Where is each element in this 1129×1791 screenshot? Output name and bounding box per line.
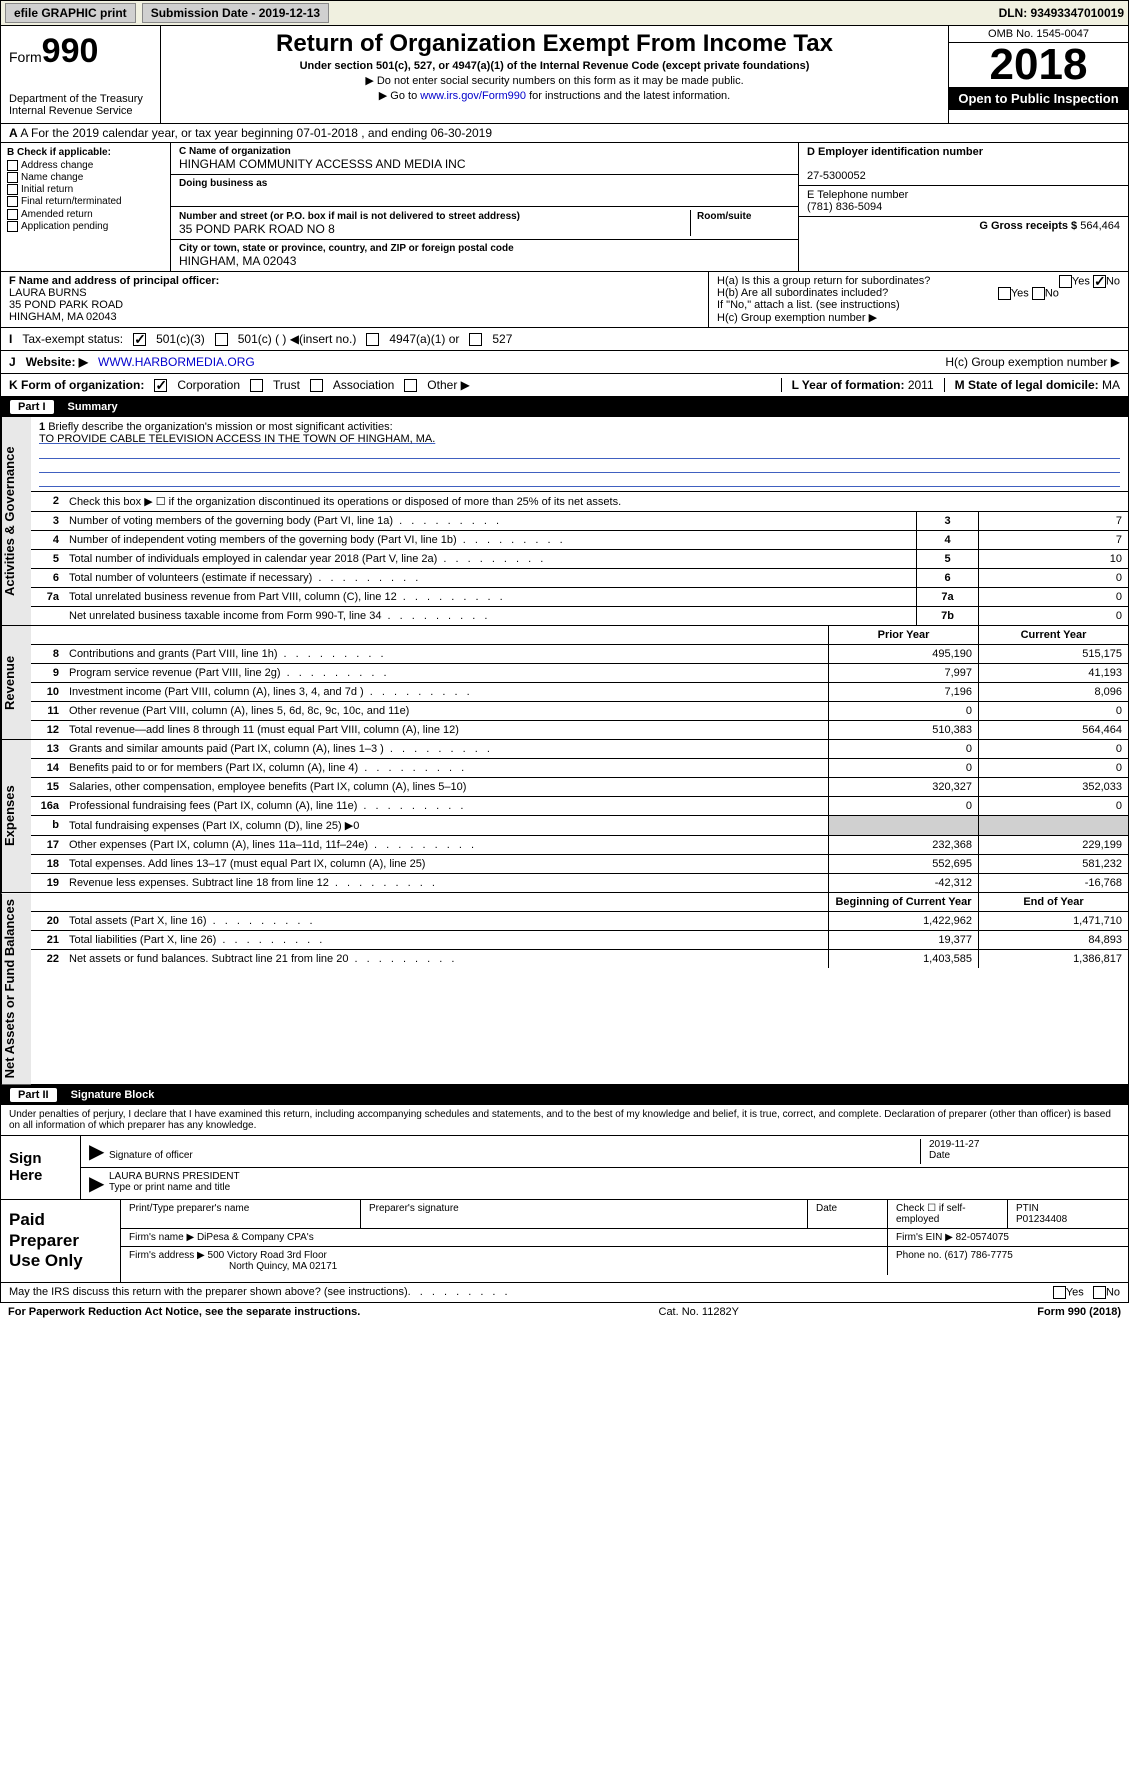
summary-governance: Activities & Governance 1 Briefly descri… (0, 417, 1129, 626)
chk-name[interactable]: Name change (7, 172, 164, 183)
summary-net: Net Assets or Fund Balances Beginning of… (0, 893, 1129, 1085)
mission-text: TO PROVIDE CABLE TELEVISION ACCESS IN TH… (39, 433, 435, 445)
chk-amended[interactable]: Amended return (7, 209, 164, 220)
row-a: A A For the 2019 calendar year, or tax y… (0, 124, 1129, 143)
chk-pending[interactable]: Application pending (7, 221, 164, 232)
chk-initial[interactable]: Initial return (7, 184, 164, 195)
org-city: HINGHAM, MA 02043 (179, 254, 790, 268)
submission-button[interactable]: Submission Date - 2019-12-13 (142, 3, 329, 23)
footer: For Paperwork Reduction Act Notice, see … (0, 1303, 1129, 1321)
paid-preparer: Paid Preparer Use Only Print/Type prepar… (0, 1200, 1129, 1282)
chk-501c3[interactable] (133, 333, 146, 346)
tax-year: 2018 (949, 43, 1128, 87)
chk-address[interactable]: Address change (7, 160, 164, 171)
website-link[interactable]: WWW.HARBORMEDIA.ORG (98, 355, 255, 369)
part-1-header: Part ISummary (0, 397, 1129, 417)
col-c: C Name of organization HINGHAM COMMUNITY… (171, 143, 798, 271)
gross-receipts: 564,464 (1080, 220, 1120, 232)
ein-value: 27-5300052 (807, 170, 866, 182)
inspection-badge: Open to Public Inspection (949, 87, 1128, 110)
part-2-header: Part IISignature Block (0, 1085, 1129, 1105)
row-k: K Form of organization: Corporation Trus… (0, 374, 1129, 397)
irs-link[interactable]: www.irs.gov/Form990 (420, 90, 526, 102)
note-2: ▶ Go to www.irs.gov/Form990 for instruct… (171, 89, 938, 102)
dept-text: Department of the Treasury Internal Reve… (9, 93, 152, 117)
telephone: (781) 836-5094 (807, 201, 882, 213)
form-title: Return of Organization Exempt From Incom… (171, 30, 938, 58)
form-header: Form990 Department of the Treasury Inter… (0, 26, 1129, 124)
form-number: Form990 (9, 32, 152, 71)
discuss-row: May the IRS discuss this return with the… (0, 1283, 1129, 1303)
firm-name: DiPesa & Company CPA's (197, 1232, 314, 1243)
form-subtitle: Under section 501(c), 527, or 4947(a)(1)… (171, 60, 938, 72)
signature-block: Under penalties of perjury, I declare th… (0, 1105, 1129, 1200)
efile-button[interactable]: efile GRAPHIC print (5, 3, 136, 23)
row-j: JWebsite: ▶ WWW.HARBORMEDIA.ORG H(c) Gro… (0, 351, 1129, 374)
col-b: B Check if applicable: Address change Na… (1, 143, 171, 271)
officer-signature: LAURA BURNS PRESIDENT (109, 1171, 240, 1182)
chk-final[interactable]: Final return/terminated (7, 196, 164, 207)
officer-name: LAURA BURNS (9, 287, 87, 299)
row-i: ITax-exempt status: 501(c)(3) 501(c) ( )… (0, 328, 1129, 351)
ptin: P01234408 (1016, 1214, 1067, 1225)
dln-text: DLN: 93493347010019 (999, 6, 1124, 20)
note-1: ▶ Do not enter social security numbers o… (171, 74, 938, 87)
col-d: D Employer identification number 27-5300… (798, 143, 1128, 271)
org-address: 35 POND PARK ROAD No 8 (179, 222, 335, 236)
summary-revenue: Revenue Prior YearCurrent Year 8Contribu… (0, 626, 1129, 740)
block-b-c-d: B Check if applicable: Address change Na… (0, 143, 1129, 272)
topbar: efile GRAPHIC print Submission Date - 20… (0, 0, 1129, 26)
org-name: HINGHAM COMMUNITY ACCESSS AND MEDIA INC (179, 157, 790, 171)
summary-expenses: Expenses 13Grants and similar amounts pa… (0, 740, 1129, 893)
block-f-h: F Name and address of principal officer:… (0, 272, 1129, 328)
